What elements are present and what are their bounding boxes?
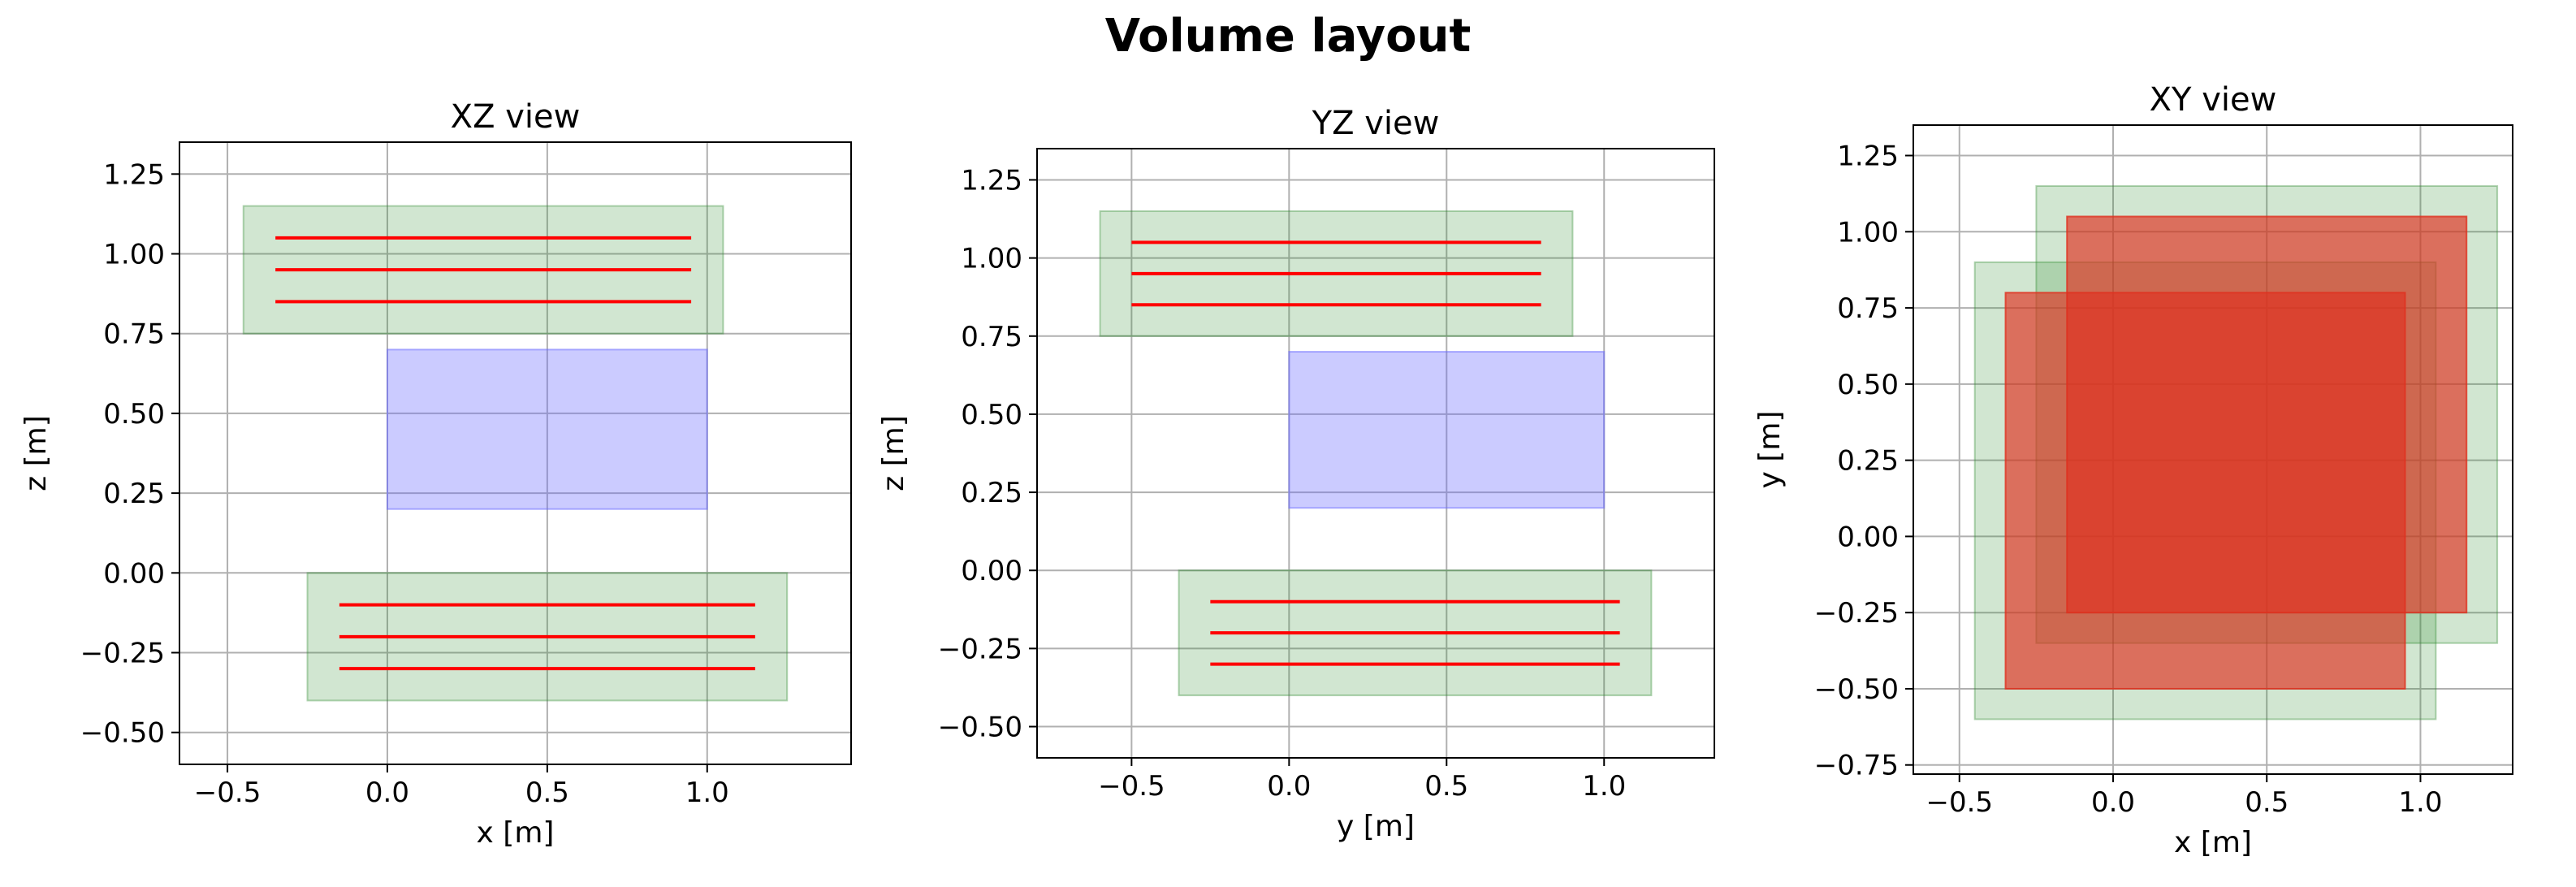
y-tick-label: 0.25 xyxy=(1837,445,1899,478)
axes-frame xyxy=(1036,148,1715,759)
x-tick-label: 0.5 xyxy=(1424,770,1468,803)
y-tick-label: 0.25 xyxy=(103,478,165,510)
blue-volume-rect xyxy=(1288,351,1606,509)
x-tick-label: 1.0 xyxy=(1582,770,1626,803)
y-tick-label: −0.50 xyxy=(80,717,165,750)
x-tick-label: 0.5 xyxy=(525,777,569,809)
y-tick-label: −0.25 xyxy=(80,638,165,670)
y-tick-label: −0.25 xyxy=(1814,597,1899,630)
y-tick-label: 0.50 xyxy=(961,399,1022,431)
figure-title: Volume layout xyxy=(1104,10,1472,63)
x-tick-label: 1.0 xyxy=(2398,786,2442,819)
subplot-title: XZ view xyxy=(451,98,581,136)
subplot-title: XY view xyxy=(2150,81,2277,119)
y-tick-label: 0.50 xyxy=(1837,369,1899,401)
y-tick-label: 0.75 xyxy=(103,318,165,351)
subplot-3: −0.5 0.0 0.5 1.0 −0.75 −0.50 −0.25 0.00 0.25 0.50… xyxy=(1753,81,2513,859)
y-tick-label: 1.00 xyxy=(1837,216,1899,249)
x-tick-label: 1.0 xyxy=(685,777,729,809)
y-tick-label: 1.25 xyxy=(961,164,1022,197)
y-axis-label: y [m] xyxy=(1753,411,1787,489)
y-tick-label: 0.50 xyxy=(103,398,165,431)
y-tick-label: −0.75 xyxy=(1814,750,1899,782)
x-tick-label: −0.5 xyxy=(1098,770,1165,803)
y-tick-label: 0.00 xyxy=(961,555,1022,587)
subplot-2: −0.5 0.0 0.5 1.0 −0.50 −0.25 0.00 0.25 0.50 0.75 1… xyxy=(877,105,1715,843)
y-tick-label: −0.50 xyxy=(1814,673,1899,706)
y-tick-label: 0.25 xyxy=(961,477,1022,509)
subplot-1: −0.5 0.0 0.5 1.0 −0.50 −0.25 0.00 0.25 0.50 0.75 1… xyxy=(19,98,852,850)
x-tick-label: −0.5 xyxy=(1926,786,1993,819)
x-axis-label: x [m] xyxy=(2174,826,2252,859)
y-tick-label: −0.50 xyxy=(938,712,1022,744)
y-tick-label: −0.25 xyxy=(938,633,1022,665)
y-tick-label: 0.00 xyxy=(1837,521,1899,553)
x-axis-label: y [m] xyxy=(1337,810,1415,843)
y-tick-label: 1.25 xyxy=(1837,141,1899,173)
y-tick-label: 1.00 xyxy=(103,238,165,270)
y-tick-label: 0.75 xyxy=(961,321,1022,353)
x-axis-label: x [m] xyxy=(477,816,555,850)
blue-volume-rect xyxy=(386,348,708,510)
x-tick-label: 0.0 xyxy=(365,777,409,809)
x-tick-label: 0.0 xyxy=(1267,770,1311,803)
x-tick-label: 0.5 xyxy=(2245,786,2289,819)
x-tick-label: 0.0 xyxy=(2091,786,2135,819)
red-volume-rect xyxy=(2066,215,2468,614)
axes-frame xyxy=(1913,124,2513,775)
y-tick-label: 0.75 xyxy=(1837,292,1899,325)
x-tick-label: −0.5 xyxy=(194,777,261,809)
y-tick-label: 1.25 xyxy=(103,158,165,191)
y-axis-label: z [m] xyxy=(19,415,53,491)
y-axis-label: z [m] xyxy=(877,415,910,491)
y-tick-label: 1.00 xyxy=(961,243,1022,275)
subplot-title: YZ view xyxy=(1312,105,1440,142)
y-tick-label: 0.00 xyxy=(103,557,165,590)
axes-frame xyxy=(179,141,852,765)
